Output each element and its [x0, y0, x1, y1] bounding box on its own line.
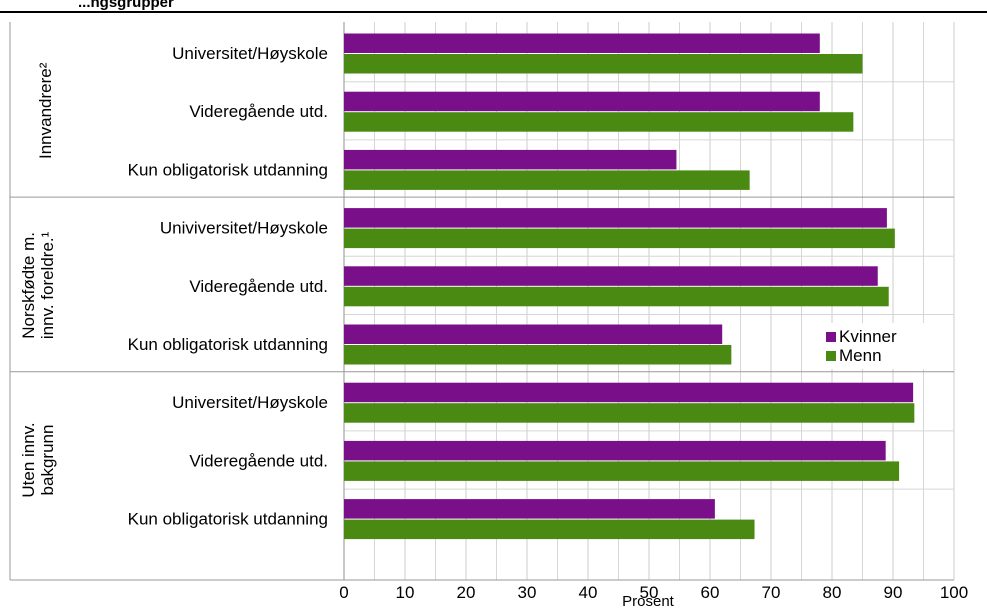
x-tick-label: 40 [579, 583, 598, 602]
x-tick-label: 50 [640, 583, 659, 602]
bar-kvinner [344, 266, 878, 286]
bar-kvinner [344, 33, 820, 53]
group-label: Norskfødte m.innv. foreldre.¹ [19, 231, 57, 339]
x-tick-label: 30 [518, 583, 537, 602]
bar-kvinner [344, 149, 677, 170]
bar-kvinner [344, 324, 723, 344]
bar-menn [344, 54, 863, 74]
x-tick-label: 10 [396, 583, 415, 602]
bar-kvinner [344, 499, 715, 519]
x-tick-labels: 0 10 20 30 40 50 60 70 80 90 100 [339, 583, 968, 602]
legend-label: Menn [839, 346, 882, 365]
legend-swatch-kvinner [826, 332, 836, 342]
bar-kvinner [344, 382, 914, 403]
category-label: Videregående utd. [189, 451, 328, 470]
group-label-line: Innvandrere² [36, 62, 55, 159]
group-label: Uten innv.bakgrunn [19, 422, 57, 497]
x-tick-label: 0 [339, 583, 348, 602]
group-labels: Innvandrere² Norskfødte m.innv. foreldre.… [19, 62, 57, 497]
legend-swatch-menn [826, 351, 836, 361]
bars [344, 33, 915, 540]
bar-kvinner [344, 91, 820, 112]
x-tick-label: 100 [940, 583, 968, 602]
category-label: Universitet/Høyskole [172, 393, 328, 412]
legend-box [820, 323, 944, 369]
x-tick-label: 90 [884, 583, 903, 602]
category-label: Videregående utd. [189, 102, 328, 121]
bar-menn [344, 170, 750, 190]
group-label-line: Norskfødte m. [19, 232, 38, 339]
category-labels: Universitet/Høyskole Videregående utd. Kun… [128, 44, 328, 529]
chart-title-strip: ...ngsgrupper [0, 0, 987, 12]
x-axis-label: Prosent [622, 593, 675, 610]
group-label-line: innv. foreldre.¹ [38, 231, 57, 339]
group-label-line: Uten innv. [19, 422, 38, 497]
bar-menn [344, 403, 915, 423]
bar-kvinner [344, 440, 886, 461]
category-label: Universitet/Høyskole [172, 44, 328, 63]
x-tick-label: 20 [457, 583, 476, 602]
x-tick-label: 60 [701, 583, 720, 602]
bar-menn [344, 286, 889, 307]
chart-title: ...ngsgrupper [78, 0, 174, 11]
bar-menn [344, 519, 755, 540]
x-tick-label: 80 [823, 583, 842, 602]
category-label: Univiversitet/Høyskole [160, 219, 328, 238]
group-label: Innvandrere² [36, 62, 55, 159]
category-label: Kun obligatorisk utdanning [128, 160, 328, 179]
bar-menn [344, 461, 900, 481]
legend-label: Kvinner [839, 327, 897, 346]
group-label-line: bakgrunn [38, 425, 57, 496]
category-label: Kun obligatorisk utdanning [128, 335, 328, 354]
bar-menn [344, 112, 854, 132]
x-tick-label: 70 [762, 583, 781, 602]
category-label: Videregående utd. [189, 277, 328, 296]
category-label: Kun obligatorisk utdanning [128, 510, 328, 529]
bar-kvinner [344, 208, 887, 228]
bar-menn [344, 345, 732, 365]
bar-menn [344, 228, 895, 249]
